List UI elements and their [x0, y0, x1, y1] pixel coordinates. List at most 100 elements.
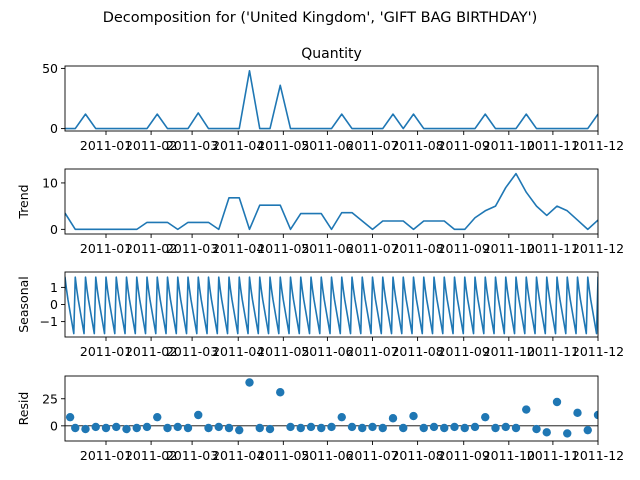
y-axis-label: Trend [16, 184, 31, 219]
resid-point [101, 423, 111, 433]
x-tick-label: 2011-09 [438, 241, 490, 256]
resid-point [491, 423, 500, 433]
resid-point [388, 414, 398, 423]
x-tick-label: 2011-07 [346, 138, 398, 153]
resid-point [337, 412, 346, 422]
panel-title: Quantity [301, 46, 362, 62]
x-tick-label: 2011-12 [572, 448, 624, 463]
x-tick-label: 2011-04 [212, 138, 264, 153]
plot-area [65, 276, 598, 335]
resid-point [112, 422, 121, 432]
x-tick-label: 2011-07 [346, 448, 398, 463]
resid-point [276, 388, 285, 397]
resid-point [204, 423, 213, 433]
resid-point [235, 425, 244, 435]
resid-point [255, 423, 264, 433]
resid-point [511, 423, 521, 433]
x-tick-label: 2011-05 [257, 138, 309, 153]
resid-point [224, 423, 234, 433]
x-tick-label: 2011-12 [572, 138, 624, 153]
resid-point [245, 378, 254, 387]
x-tick-label: 2011-08 [391, 448, 443, 463]
x-tick-label: 2011-04 [212, 241, 264, 256]
resid-point [163, 423, 172, 433]
resid-point [429, 422, 439, 432]
x-tick-label: 2011-02 [125, 448, 177, 463]
y-tick-label: 0 [50, 418, 58, 433]
resid-point [81, 424, 90, 434]
x-tick-label: 2011-12 [572, 241, 624, 256]
x-tick-label: 2011-07 [346, 344, 398, 359]
resid-point [481, 412, 490, 422]
x-tick-label: 2011-04 [212, 344, 264, 359]
x-tick-label: 2011-05 [257, 344, 309, 359]
x-tick-label: 2011-01 [80, 138, 132, 153]
x-tick-label: 2011-11 [527, 344, 579, 359]
resid-point [419, 423, 428, 433]
x-tick-label: 2011-11 [527, 138, 579, 153]
resid-point [194, 410, 203, 420]
x-tick-label: 2011-09 [438, 138, 490, 153]
panels: Quantity0502011-012011-022011-032011-042… [16, 46, 624, 463]
x-tick-label: 2011-03 [166, 138, 218, 153]
x-tick-label: 2011-01 [80, 344, 132, 359]
x-tick-label: 2011-01 [80, 241, 132, 256]
x-tick-label: 2011-02 [125, 241, 177, 256]
x-tick-label: 2011-10 [483, 138, 535, 153]
resid-point [460, 423, 469, 433]
resid-point [317, 423, 326, 433]
y-axis-label: Resid [16, 392, 31, 426]
resid-point [358, 423, 367, 433]
resid-point [153, 412, 162, 422]
x-tick-label: 2011-11 [527, 448, 579, 463]
resid-point [71, 423, 80, 433]
plot-area [65, 70, 598, 130]
panel-4: 025Resid2011-012011-022011-032011-042011… [16, 375, 624, 463]
x-tick-label: 2011-12 [572, 344, 624, 359]
x-tick-label: 2011-05 [257, 448, 309, 463]
x-tick-label: 2011-06 [301, 138, 353, 153]
series-line [65, 172, 598, 231]
resid-point [522, 405, 531, 414]
resid-point [183, 423, 193, 433]
resid-point [573, 408, 582, 418]
resid-point [409, 411, 418, 421]
resid-point [501, 422, 510, 432]
resid-point [542, 428, 551, 437]
axes-frame [64, 375, 599, 442]
y-tick-label: 0 [50, 222, 58, 237]
x-tick-label: 2011-08 [391, 241, 443, 256]
x-tick-label: 2011-01 [80, 448, 132, 463]
resid-point [173, 422, 182, 432]
x-tick-label: 2011-04 [212, 448, 264, 463]
y-axis-label: Seasonal [16, 276, 31, 333]
resid-point [470, 422, 480, 432]
x-tick-label: 2011-06 [301, 448, 353, 463]
x-tick-label: 2011-08 [391, 138, 443, 153]
x-tick-label: 2011-03 [166, 448, 218, 463]
resid-point [214, 422, 223, 432]
x-tick-label: 2011-06 [301, 344, 353, 359]
resid-point [399, 423, 408, 433]
y-tick-label: 25 [42, 391, 58, 406]
series-line [65, 70, 598, 130]
y-tick-label: 50 [42, 61, 58, 76]
x-tick-label: 2011-06 [301, 241, 353, 256]
axes-frame [64, 65, 599, 132]
x-tick-label: 2011-02 [125, 138, 177, 153]
resid-point [583, 425, 592, 435]
seasonal-line [65, 276, 598, 335]
resid-point [563, 429, 572, 438]
x-tick-label: 2011-02 [125, 344, 177, 359]
resid-point [306, 422, 316, 432]
x-tick-label: 2011-10 [483, 448, 535, 463]
figure-suptitle: Decomposition for ('United Kingdom', 'GI… [103, 10, 538, 26]
x-tick-label: 2011-10 [483, 241, 535, 256]
x-tick-label: 2011-08 [391, 344, 443, 359]
axes-frame [64, 168, 599, 235]
x-tick-label: 2011-07 [346, 241, 398, 256]
x-tick-label: 2011-03 [166, 344, 218, 359]
x-tick-label: 2011-09 [438, 448, 490, 463]
x-tick-label: 2011-05 [257, 241, 309, 256]
resid-point [552, 397, 562, 407]
